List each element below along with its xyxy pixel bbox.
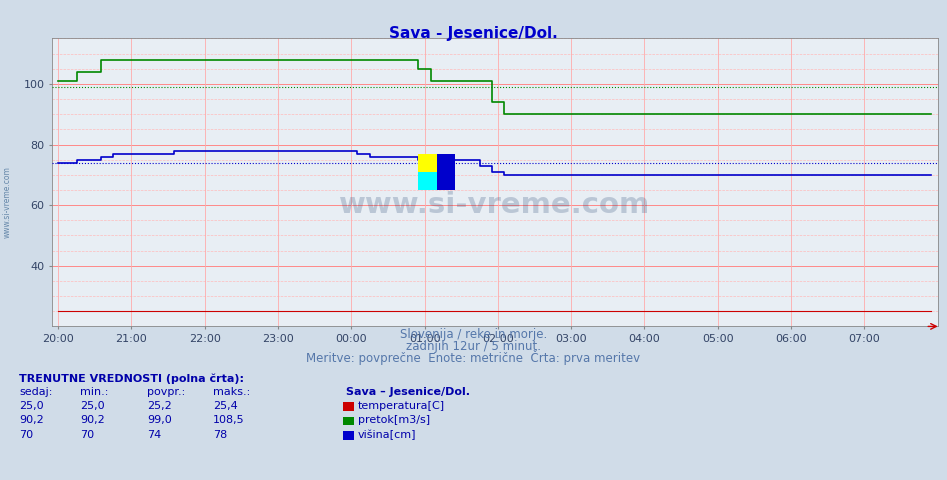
Text: 90,2: 90,2 <box>80 415 105 425</box>
Text: Sava - Jesenice/Dol.: Sava - Jesenice/Dol. <box>389 26 558 41</box>
Text: višina[cm]: višina[cm] <box>358 429 417 440</box>
Text: TRENUTNE VREDNOSTI (polna črta):: TRENUTNE VREDNOSTI (polna črta): <box>19 373 244 384</box>
Text: sedaj:: sedaj: <box>19 386 52 396</box>
Text: 78: 78 <box>213 430 227 440</box>
Text: 108,5: 108,5 <box>213 415 244 425</box>
Text: povpr.:: povpr.: <box>147 386 185 396</box>
Text: Slovenija / reke in morje.: Slovenija / reke in morje. <box>400 328 547 341</box>
Bar <box>437 154 456 190</box>
Text: Meritve: povprečne  Enote: metrične  Črta: prva meritev: Meritve: povprečne Enote: metrične Črta:… <box>307 350 640 365</box>
Text: 70: 70 <box>19 430 33 440</box>
Text: www.si-vreme.com: www.si-vreme.com <box>3 166 12 238</box>
Text: 70: 70 <box>80 430 95 440</box>
Text: pretok[m3/s]: pretok[m3/s] <box>358 415 430 425</box>
Text: maks.:: maks.: <box>213 386 250 396</box>
Text: min.:: min.: <box>80 386 109 396</box>
Text: Sava – Jesenice/Dol.: Sava – Jesenice/Dol. <box>346 386 470 396</box>
Text: www.si-vreme.com: www.si-vreme.com <box>339 192 651 219</box>
Text: 25,2: 25,2 <box>147 401 171 411</box>
Bar <box>419 172 437 190</box>
Bar <box>419 154 437 172</box>
Text: temperatura[C]: temperatura[C] <box>358 401 445 411</box>
Text: 25,0: 25,0 <box>19 401 44 411</box>
Text: 99,0: 99,0 <box>147 415 171 425</box>
Text: 74: 74 <box>147 430 161 440</box>
Text: zadnjih 12ur / 5 minut.: zadnjih 12ur / 5 minut. <box>406 340 541 353</box>
Text: 90,2: 90,2 <box>19 415 44 425</box>
Text: 25,0: 25,0 <box>80 401 105 411</box>
Text: 25,4: 25,4 <box>213 401 238 411</box>
